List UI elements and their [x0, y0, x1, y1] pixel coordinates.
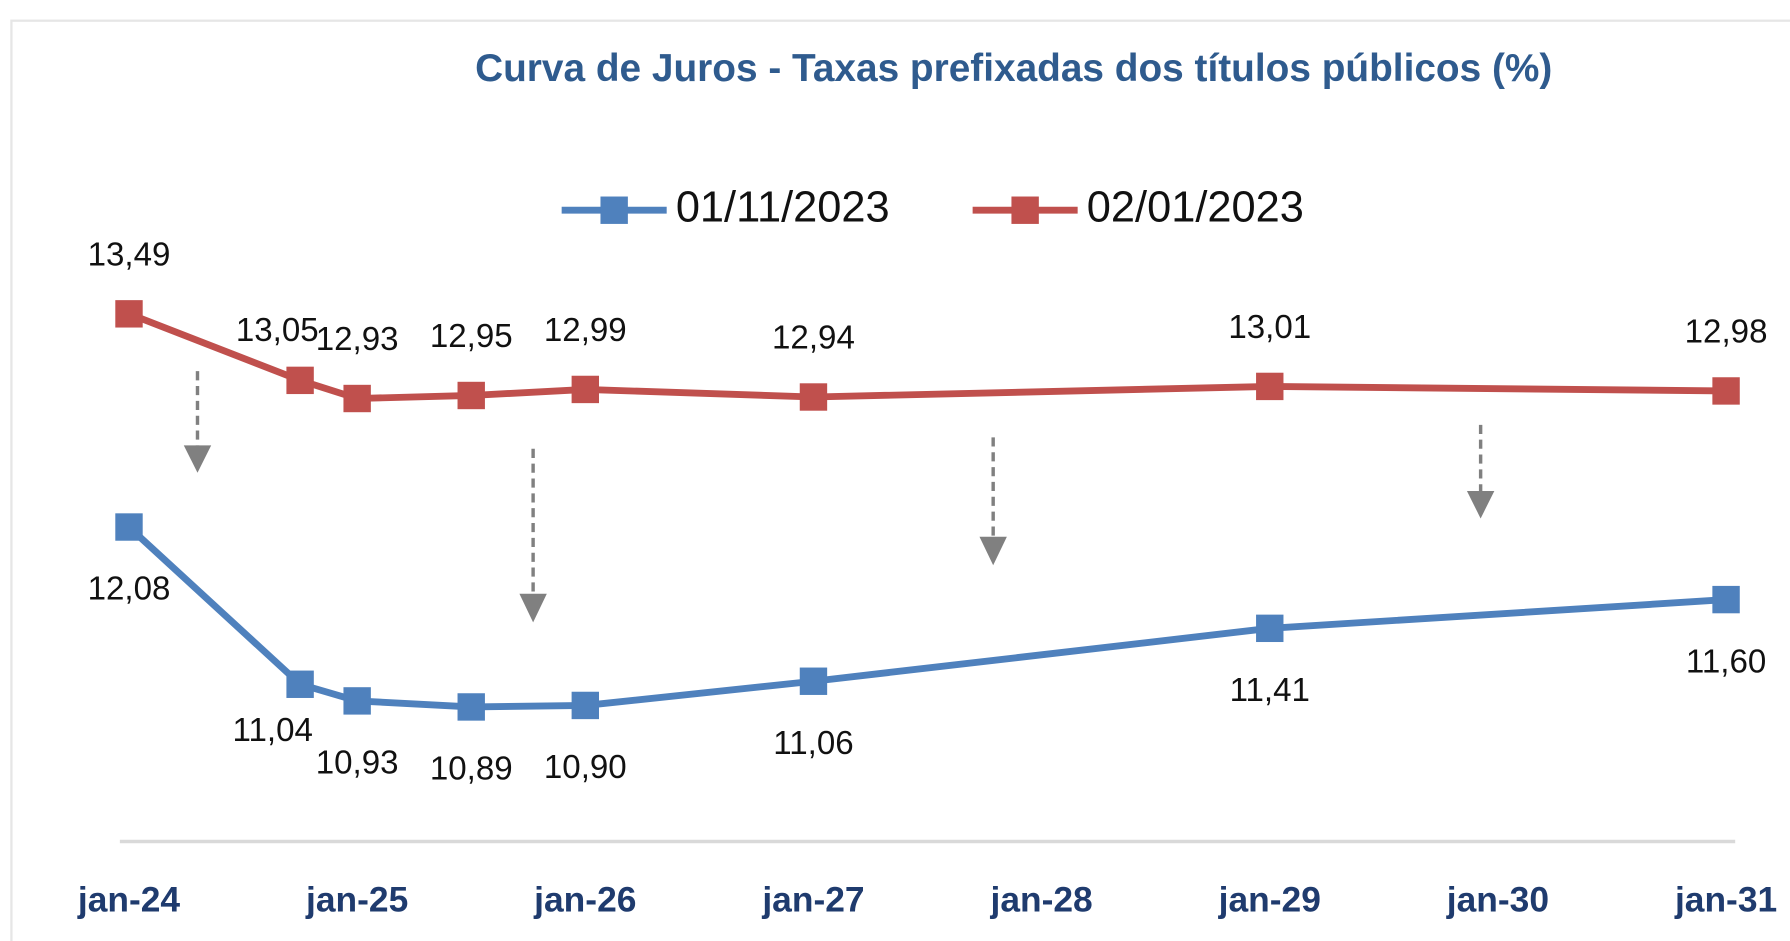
point-marker [1256, 372, 1284, 401]
point-marker [343, 384, 371, 413]
x-tick-label: jan-25 [305, 880, 408, 919]
x-tick-label: jan-31 [1674, 880, 1777, 919]
x-tick-label: jan-26 [533, 880, 636, 919]
data-label: 12,98 [1685, 314, 1768, 351]
data-label: 12,08 [88, 571, 171, 608]
data-label: 12,99 [544, 312, 627, 349]
point-marker [571, 375, 600, 404]
x-tick-label: jan-24 [77, 880, 181, 919]
series-line [126, 524, 1727, 711]
point-marker [286, 670, 314, 698]
data-label: 13,05 [236, 312, 319, 349]
legend-label: 02/01/2023 [1087, 184, 1304, 232]
point-marker [115, 300, 143, 328]
legend-marker [600, 196, 628, 224]
point-marker [1712, 585, 1740, 614]
data-label: 12,94 [772, 320, 855, 357]
point-marker [343, 687, 371, 715]
data-label: 13,49 [88, 237, 171, 274]
point-marker [799, 383, 828, 411]
data-label: 12,95 [430, 318, 513, 355]
point-marker [115, 513, 143, 541]
data-label: 13,01 [1228, 309, 1311, 346]
data-label: 11,41 [1230, 672, 1310, 709]
chart-frame [10, 19, 1790, 941]
point-marker [457, 381, 485, 410]
chart-title: Curva de Juros - Taxas prefixadas dos tí… [475, 47, 1552, 90]
data-label: 11,06 [773, 725, 853, 762]
data-label: 11,60 [1686, 643, 1766, 680]
data-label: 10,89 [430, 751, 513, 788]
data-label: 12,93 [316, 321, 399, 358]
point-marker [457, 693, 485, 721]
point-marker [1712, 377, 1740, 405]
point-marker [799, 667, 828, 695]
point-marker [286, 366, 314, 395]
x-tick-label: jan-30 [1446, 880, 1549, 919]
x-tick-label: jan-27 [761, 880, 864, 919]
x-tick-label: jan-29 [1218, 880, 1321, 919]
data-label: 10,90 [544, 749, 627, 786]
legend-label: 01/11/2023 [676, 184, 890, 232]
data-label: 11,04 [233, 712, 313, 749]
legend-marker [1011, 196, 1039, 224]
point-marker [1256, 614, 1284, 643]
x-tick-label: jan-28 [989, 880, 1092, 919]
arrows [183, 371, 1495, 623]
point-marker [571, 691, 600, 720]
data-label: 10,93 [316, 745, 399, 782]
